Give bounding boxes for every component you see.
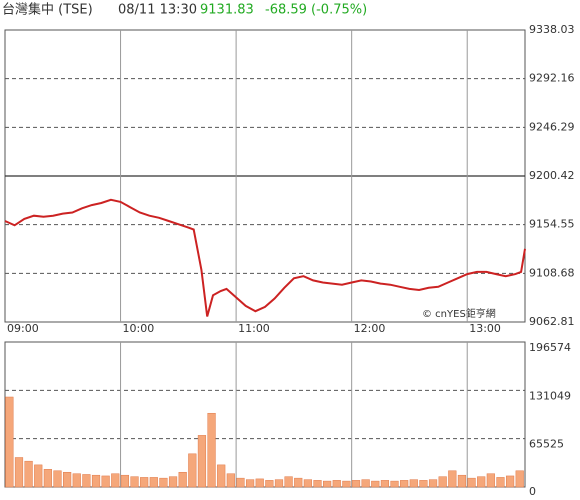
x-tick-label: 10:00: [123, 322, 155, 335]
volume-bar: [323, 480, 332, 488]
y-tick-label: 9338.03: [529, 23, 575, 36]
volume-bar: [149, 477, 158, 488]
volume-bar: [168, 476, 178, 488]
volume-bar: [245, 479, 255, 488]
y-tick-label: 9108.68: [529, 266, 575, 279]
y-tick-label: 9200.42: [529, 169, 575, 182]
index-name: 台灣集中 (TSE): [2, 2, 93, 18]
volume-bar: [515, 470, 524, 488]
y-tick-label: 0: [529, 485, 536, 498]
volume-bar: [197, 435, 207, 488]
volume-bar: [53, 470, 62, 488]
volume-bar: [178, 471, 187, 488]
volume-bar: [101, 475, 110, 488]
price-line: [4, 198, 526, 317]
volume-bar: [255, 478, 264, 488]
volume-bar: [294, 477, 303, 488]
y-tick-label: 9246.29: [529, 120, 575, 133]
volume-bar: [207, 412, 216, 488]
y-tick-label: 196574: [529, 341, 571, 354]
volume-bar: [428, 479, 438, 488]
volume-bar: [400, 480, 409, 488]
volume-bar: [120, 474, 130, 488]
volume-frame: [4, 341, 526, 488]
volume-bar: [5, 396, 14, 488]
volume-bar: [274, 479, 284, 488]
quote-time: 08/11 13:30: [118, 3, 197, 18]
volume-bar: [380, 480, 390, 488]
y-tick-label: 9062.81: [529, 315, 575, 328]
volume-bar: [332, 480, 341, 488]
volume-bar: [313, 480, 322, 488]
volume-bar: [438, 476, 447, 488]
volume-bar: [91, 474, 101, 488]
volume-bar: [409, 479, 418, 488]
watermark: © cnYES鉅亨網: [422, 307, 496, 320]
volume-bar: [419, 480, 428, 488]
volume-bar: [303, 479, 312, 488]
volume-bar: [217, 464, 226, 488]
change: -68.59 (-0.75%): [265, 3, 367, 18]
price: 9131.83: [200, 3, 254, 18]
volume-bar: [467, 477, 476, 488]
volume-bar: [486, 473, 495, 488]
x-tick-label: 11:00: [238, 322, 270, 335]
volume-bar: [236, 477, 245, 488]
y-tick-label: 9292.16: [529, 72, 575, 85]
volume-bar: [371, 480, 380, 488]
x-tick-label: 09:00: [7, 322, 39, 335]
volume-bar: [72, 473, 81, 488]
volume-bar: [63, 471, 72, 488]
volume-bar: [477, 476, 486, 488]
volume-bar: [457, 474, 467, 488]
volume-bar: [82, 474, 91, 488]
volume-bar: [226, 473, 235, 488]
volume-bar: [390, 480, 399, 488]
y-tick-label: 65525: [529, 438, 564, 451]
volume-bar: [351, 480, 361, 488]
volume-bar: [284, 476, 293, 488]
volume-bar: [111, 473, 120, 488]
volume-bar: [342, 480, 351, 488]
volume-bar: [448, 470, 457, 488]
y-tick-label: 131049: [529, 389, 571, 402]
volume-bar: [24, 460, 33, 488]
y-tick-label: 9154.55: [529, 218, 575, 231]
volume-bar: [496, 477, 505, 488]
volume-bar: [265, 480, 274, 488]
volume-bar: [43, 469, 52, 488]
volume-bar: [188, 453, 197, 488]
volume-bar: [159, 477, 168, 488]
volume-bar: [505, 475, 515, 488]
volume-bar: [34, 464, 43, 488]
volume-bar: [130, 476, 139, 488]
x-tick-label: 12:00: [354, 322, 386, 335]
x-tick-label: 13:00: [469, 322, 501, 335]
volume-bar: [361, 479, 370, 488]
volume-bar: [140, 477, 149, 488]
volume-bar: [14, 457, 24, 488]
